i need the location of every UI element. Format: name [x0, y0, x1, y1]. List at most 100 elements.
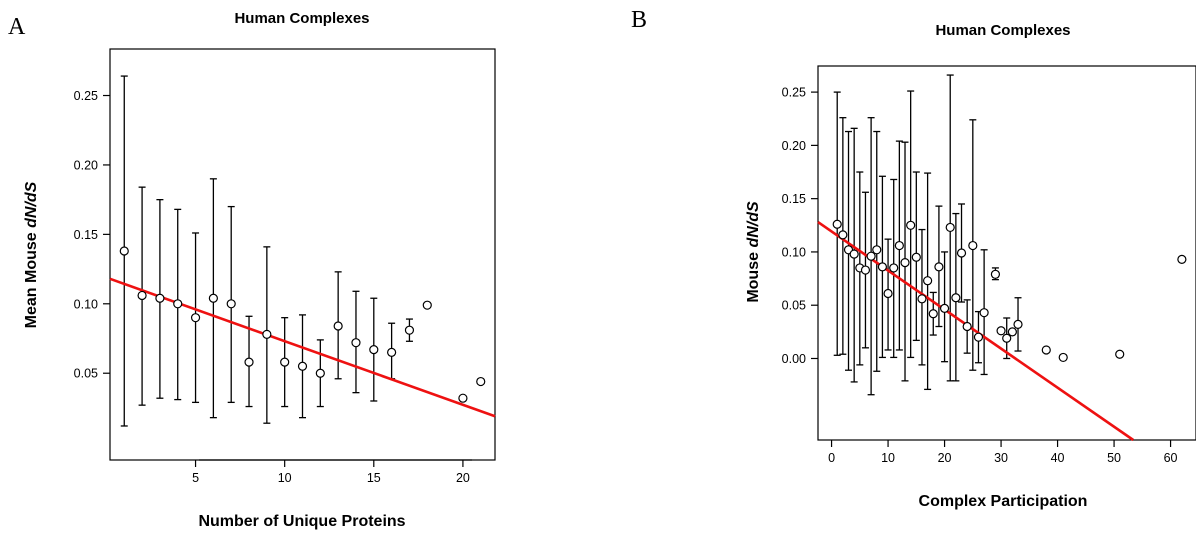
panel-a-data-point — [173, 299, 183, 309]
panel-b-data-point — [911, 252, 921, 262]
panel-a-data-point — [280, 357, 290, 367]
panel-a-y-tick-label: 0.20 — [74, 158, 98, 172]
panel-a-data-point — [119, 246, 129, 256]
panel-b-data-point — [979, 308, 989, 318]
panel-b-data-point — [1177, 254, 1187, 264]
panel-a-points — [119, 246, 486, 403]
panel-b-x-tick-label: 50 — [1107, 451, 1121, 465]
panel-a-x-tick-label: 20 — [456, 471, 470, 485]
panel-a-data-point — [226, 299, 236, 309]
panel-b-y-tick-label: 0.05 — [782, 299, 806, 313]
panel-b-data-point — [838, 230, 848, 240]
panel-b-data-point — [860, 265, 871, 275]
panel-b-data-point — [928, 309, 938, 319]
panel-b-data-point — [1058, 352, 1068, 363]
panel-b-letter: B — [631, 7, 647, 33]
panel-a-x-axis-title: Number of Unique Proteins — [198, 513, 405, 530]
panel-a-y-tick-label: 0.15 — [74, 228, 98, 242]
panel-b-data-point — [939, 303, 950, 314]
panel-b-data-point — [832, 219, 842, 229]
panel-b-x-tick-label: 60 — [1164, 451, 1178, 465]
panel-b-data-point — [917, 294, 927, 304]
panel-b-y-axis-title-italic: dN/dS — [745, 201, 762, 248]
panel-b-y-axis-title-prefix: Mouse — [745, 248, 762, 303]
panel-b-data-point — [956, 248, 967, 258]
panel-b-x-axis-title: Complex Participation — [919, 493, 1088, 510]
panel-b-y-tick-label: 0.00 — [782, 352, 806, 366]
panel-b-data-point — [945, 222, 955, 233]
panel-b-data-point — [973, 332, 984, 342]
panel-b-x-tick-label: 20 — [938, 451, 952, 465]
panel-a-data-point — [208, 293, 218, 303]
panel-a-error-bars — [120, 75, 413, 427]
panel-b-data-point — [894, 240, 904, 251]
panel-a-x-tick-label: 15 — [367, 471, 381, 485]
panel-b-data-point — [866, 251, 876, 261]
panel-b-x-tick-label: 0 — [828, 451, 835, 465]
panel-b-y-tick-label: 0.10 — [782, 245, 806, 259]
panel-b-y-tick-label: 0.15 — [782, 192, 806, 206]
panel-a-y-axis: 0.05 0.10 0.15 0.20 0.25 — [74, 89, 110, 381]
panel-b-error-bars — [833, 74, 1022, 396]
panel-b-data-point — [990, 269, 1001, 279]
panel-a-y-axis-title: Mean Mouse dN/dS — [23, 181, 40, 328]
panel-b-y-axis: 0.00 0.05 0.10 0.15 0.20 0.25 — [782, 86, 818, 366]
panel-b-data-point — [934, 262, 944, 272]
panel-a-x-axis: 5 10 15 20 — [192, 459, 472, 485]
panel-a-data-point — [422, 300, 432, 310]
panel-a-y-axis-title-italic: dN/dS — [23, 181, 40, 228]
panel-a-y-tick-label: 0.10 — [74, 297, 98, 311]
panel-b-data-point — [849, 249, 859, 259]
panel-b-data-point — [1002, 333, 1012, 343]
panel-a-data-point — [190, 313, 201, 323]
panel-a-data-point — [369, 345, 379, 355]
panel-a-data-point — [315, 368, 325, 378]
panel-b-data-point — [1007, 327, 1017, 337]
panel-b-data-point — [996, 326, 1006, 336]
panel-b-x-tick-label: 40 — [1051, 451, 1065, 465]
panel-a-data-point — [262, 329, 272, 339]
panel-a-data-point — [155, 293, 165, 303]
panel-b-data-point — [1041, 345, 1051, 355]
panel-b-data-point — [877, 262, 888, 272]
panel-a-data-point — [297, 361, 308, 371]
panel-a-y-tick-label: 0.25 — [74, 89, 98, 103]
panel-b-data-point — [1013, 319, 1023, 329]
panel-a-data-point — [458, 393, 468, 403]
panel-b-y-tick-label: 0.20 — [782, 139, 806, 153]
panel-b: B Human Complexes 0 10 20 30 40 50 60 0.00 0.05… — [631, 7, 1196, 510]
panel-b-data-point — [923, 276, 933, 286]
panel-b-data-point — [872, 245, 882, 255]
panel-a-data-point — [404, 325, 415, 335]
panel-b-data-point — [951, 293, 961, 303]
panel-b-x-axis: 0 10 20 30 40 50 60 — [828, 440, 1178, 465]
panel-a-letter: A — [8, 14, 26, 40]
panel-b-data-point — [883, 288, 893, 299]
panel-a-data-point — [476, 376, 486, 387]
panel-b-plot-frame — [817, 65, 1196, 441]
panel-a: A Human Complexes 5 10 15 20 0.050.100.150.… — [8, 10, 496, 530]
panel-b-data-point — [962, 321, 972, 332]
panel-a-x-tick-label: 5 — [192, 471, 199, 485]
panel-a-data-point — [333, 321, 343, 331]
panel-a-x-tick-label: 10 — [278, 471, 292, 485]
panel-b-title: Human Complexes — [935, 22, 1070, 39]
panel-b-y-axis-title: Mouse dN/dS — [745, 201, 762, 303]
panel-b-x-tick-label: 10 — [881, 451, 895, 465]
panel-b-data-point — [900, 257, 910, 268]
panel-a-y-axis-title-prefix: Mean Mouse — [23, 228, 40, 328]
panel-b-data-point — [1115, 349, 1125, 359]
panel-b-data-point — [889, 263, 899, 273]
panel-a-data-point — [351, 338, 361, 348]
panel-a-y-tick-label: 0.05 — [74, 367, 98, 381]
panel-a-data-point — [244, 357, 254, 367]
panel-b-points — [832, 219, 1187, 363]
panel-a-plot-frame — [109, 48, 496, 461]
panel-b-data-point — [968, 240, 978, 251]
panel-a-data-point — [137, 290, 147, 301]
panel-a-title: Human Complexes — [234, 10, 369, 27]
panel-a-data-point — [387, 347, 397, 357]
panel-b-y-tick-label: 0.25 — [782, 86, 806, 100]
panel-b-x-tick-label: 30 — [994, 451, 1008, 465]
